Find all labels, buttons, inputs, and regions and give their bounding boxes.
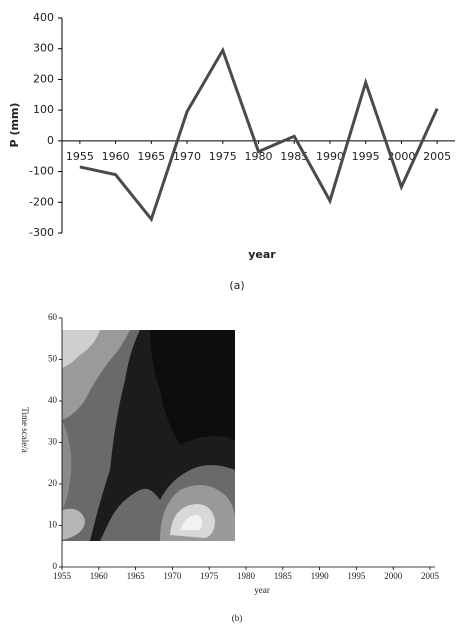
x-tick-label: 1975	[209, 150, 237, 163]
y-tick-label: 400	[33, 11, 54, 24]
caption: (b)	[232, 613, 243, 623]
x-tick-label: 1965	[137, 150, 165, 163]
y-tick-label: 50	[48, 354, 58, 364]
x-tick-label: 1985	[280, 150, 308, 163]
x-tick-label: 1955	[66, 150, 94, 163]
x-tick-label: 1990	[311, 571, 330, 581]
panel-a: P (mm) year (a) -300 -200 -100 0 100 200 300 40…	[8, 11, 455, 292]
x-tick-label: 1990	[316, 150, 344, 163]
y-tick-label: 20	[48, 478, 58, 488]
x-tick-label: 1975	[200, 571, 219, 581]
x-tick-label: 1970	[163, 571, 182, 581]
y-tick-label: 300	[33, 42, 54, 55]
x-axis-label: year	[254, 585, 270, 595]
y-tick-label: 30	[48, 437, 58, 447]
y-tick-label: 40	[48, 395, 58, 405]
y-axis-label: P (mm)	[8, 103, 21, 148]
x-tick-label: 1980	[245, 150, 273, 163]
x-tick-label: 2000	[387, 150, 415, 163]
x-tick-label: 1995	[352, 150, 380, 163]
x-tick-label: 1980	[237, 571, 256, 581]
data-line	[79, 46, 439, 223]
x-tick-label: 2000	[384, 571, 403, 581]
y-tick-label: 0	[53, 561, 58, 571]
x-tick-label: 1965	[127, 571, 146, 581]
y-tick-label: -100	[29, 165, 54, 178]
y-axis-label: Time scale/a	[20, 407, 30, 452]
y-tick-label: 60	[48, 312, 58, 322]
x-tick-label: 1960	[102, 150, 130, 163]
y-tick-label: -300	[29, 226, 54, 239]
x-tick-label: 1960	[90, 571, 109, 581]
y-tick-label: 0	[47, 134, 54, 147]
x-axis-label: year	[248, 248, 276, 261]
x-tick-label: 1955	[53, 571, 72, 581]
y-tick-label: 200	[33, 72, 54, 85]
y-tick-label: 10	[48, 520, 58, 530]
x-tick-label: 1985	[274, 571, 293, 581]
y-tick-label: 100	[33, 103, 54, 116]
panel-b: Time scale/a year (b) 0 10 20 30 40 50 60 1955 1…	[20, 312, 440, 623]
y-tick-label: -200	[29, 195, 54, 208]
x-tick-label: 1970	[173, 150, 201, 163]
caption: (a)	[229, 279, 244, 292]
x-tick-label: 2005	[421, 571, 440, 581]
x-tick-label: 2005	[423, 150, 451, 163]
x-tick-label: 1995	[347, 571, 366, 581]
contour-image	[62, 330, 235, 541]
